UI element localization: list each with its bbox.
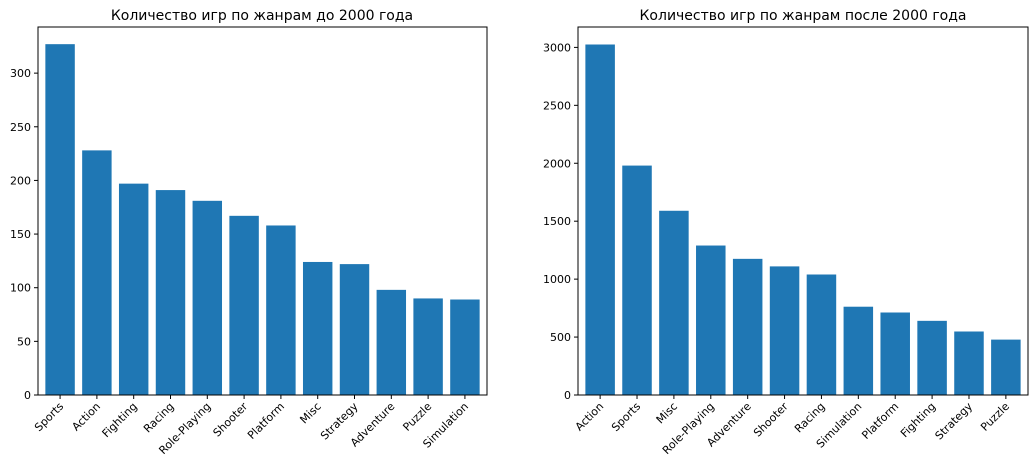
chart-genres-after-2000: Количество игр по жанрам после 2000 года… bbox=[543, 8, 1029, 457]
x-tick-label: Puzzle bbox=[400, 400, 434, 434]
chart-title: Количество игр по жанрам до 2000 года bbox=[111, 8, 413, 24]
x-tick-label: Misc bbox=[654, 400, 680, 426]
bar-platform bbox=[266, 225, 296, 395]
x-tick-label: Shooter bbox=[751, 400, 791, 440]
bar-role-playing bbox=[192, 200, 223, 395]
chart-title: Количество игр по жанрам после 2000 года bbox=[639, 8, 966, 24]
bar-shooter bbox=[769, 266, 800, 395]
x-tick-label: Racing bbox=[792, 400, 827, 435]
y-tick-label: 1000 bbox=[543, 273, 571, 286]
x-tick-label: Strategy bbox=[933, 400, 976, 443]
x-tick-label: Sports bbox=[32, 400, 66, 434]
y-tick-label: 250 bbox=[10, 121, 31, 134]
plot-frame bbox=[577, 26, 1029, 396]
bar-fighting bbox=[118, 183, 149, 395]
y-tick-label: 200 bbox=[10, 174, 31, 187]
y-tick-label: 2500 bbox=[543, 99, 571, 112]
bar-strategy bbox=[339, 264, 370, 395]
bar-simulation bbox=[843, 306, 874, 395]
x-tick-label: Action bbox=[573, 400, 607, 434]
y-tick-label: 50 bbox=[17, 335, 31, 348]
plot-frame bbox=[37, 26, 488, 396]
bar-platform bbox=[880, 312, 910, 395]
y-tick-label: 500 bbox=[550, 331, 571, 344]
x-tick-label: Platform bbox=[245, 400, 287, 442]
x-tick-label: Misc bbox=[297, 400, 323, 426]
bar-sports bbox=[622, 165, 652, 395]
y-tick-label: 0 bbox=[24, 389, 31, 402]
x-tick-label: Fighting bbox=[100, 400, 140, 440]
bar-racing bbox=[806, 274, 837, 395]
y-tick-label: 1500 bbox=[543, 215, 571, 228]
x-tick-label: Puzzle bbox=[978, 400, 1012, 434]
bar-fighting bbox=[917, 320, 947, 395]
y-tick-label: 0 bbox=[564, 389, 571, 402]
bar-puzzle bbox=[413, 298, 443, 395]
y-tick-label: 2000 bbox=[543, 157, 571, 170]
bar-shooter bbox=[229, 215, 259, 395]
bar-adventure bbox=[376, 289, 407, 395]
bar-puzzle bbox=[991, 339, 1021, 395]
bar-racing bbox=[155, 190, 186, 395]
y-tick-label: 300 bbox=[10, 67, 31, 80]
bar-sports bbox=[45, 44, 75, 396]
x-tick-label: Racing bbox=[141, 400, 176, 435]
bar-strategy bbox=[954, 331, 984, 395]
x-tick-label: Platform bbox=[859, 400, 901, 442]
bar-simulation bbox=[450, 299, 480, 395]
y-tick-label: 100 bbox=[10, 282, 31, 295]
bar-role-playing bbox=[696, 245, 726, 395]
bar-misc bbox=[659, 210, 689, 395]
bar-adventure bbox=[732, 258, 763, 395]
chart-genres-before-2000: Количество игр по жанрам до 2000 года 0 5… bbox=[10, 8, 488, 457]
y-tick-label: 150 bbox=[10, 228, 31, 241]
y-tick-label: 3000 bbox=[543, 41, 571, 54]
x-tick-label: Sports bbox=[609, 400, 643, 434]
bar-misc bbox=[302, 261, 333, 395]
x-tick-label: Action bbox=[69, 400, 103, 434]
bar-action bbox=[585, 44, 615, 395]
bar-action bbox=[82, 150, 112, 395]
